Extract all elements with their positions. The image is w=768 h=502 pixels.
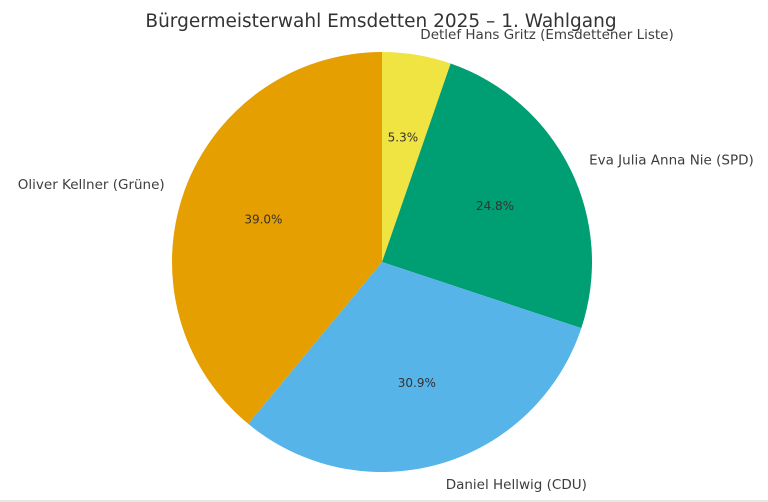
- percentage-label: 24.8%: [476, 199, 514, 213]
- chart-title: Bürgermeisterwahl Emsdetten 2025 – 1. Wa…: [145, 11, 616, 32]
- category-label: Daniel Hellwig (CDU): [446, 477, 587, 493]
- pie-slices: [171, 52, 593, 473]
- pie-slice: [382, 52, 451, 262]
- category-label: Oliver Kellner (Grüne): [18, 177, 165, 193]
- category-label: Detlef Hans Gritz (Emsdettener Liste): [420, 27, 673, 43]
- pie-slice: [382, 63, 593, 329]
- percentage-label: 30.9%: [398, 376, 436, 390]
- pie-slice: [171, 52, 382, 424]
- percentage-labels: 5.3% 24.8% 30.9% 39.0%: [244, 131, 514, 390]
- percentage-label: 5.3%: [388, 131, 419, 145]
- pie-slice: [248, 262, 582, 473]
- category-label: Eva Julia Anna Nie (SPD): [589, 153, 754, 169]
- category-labels: Detlef Hans Gritz (Emsdettener Liste) Eva…: [18, 27, 754, 493]
- bottom-border: [0, 500, 768, 502]
- percentage-label: 39.0%: [244, 212, 282, 226]
